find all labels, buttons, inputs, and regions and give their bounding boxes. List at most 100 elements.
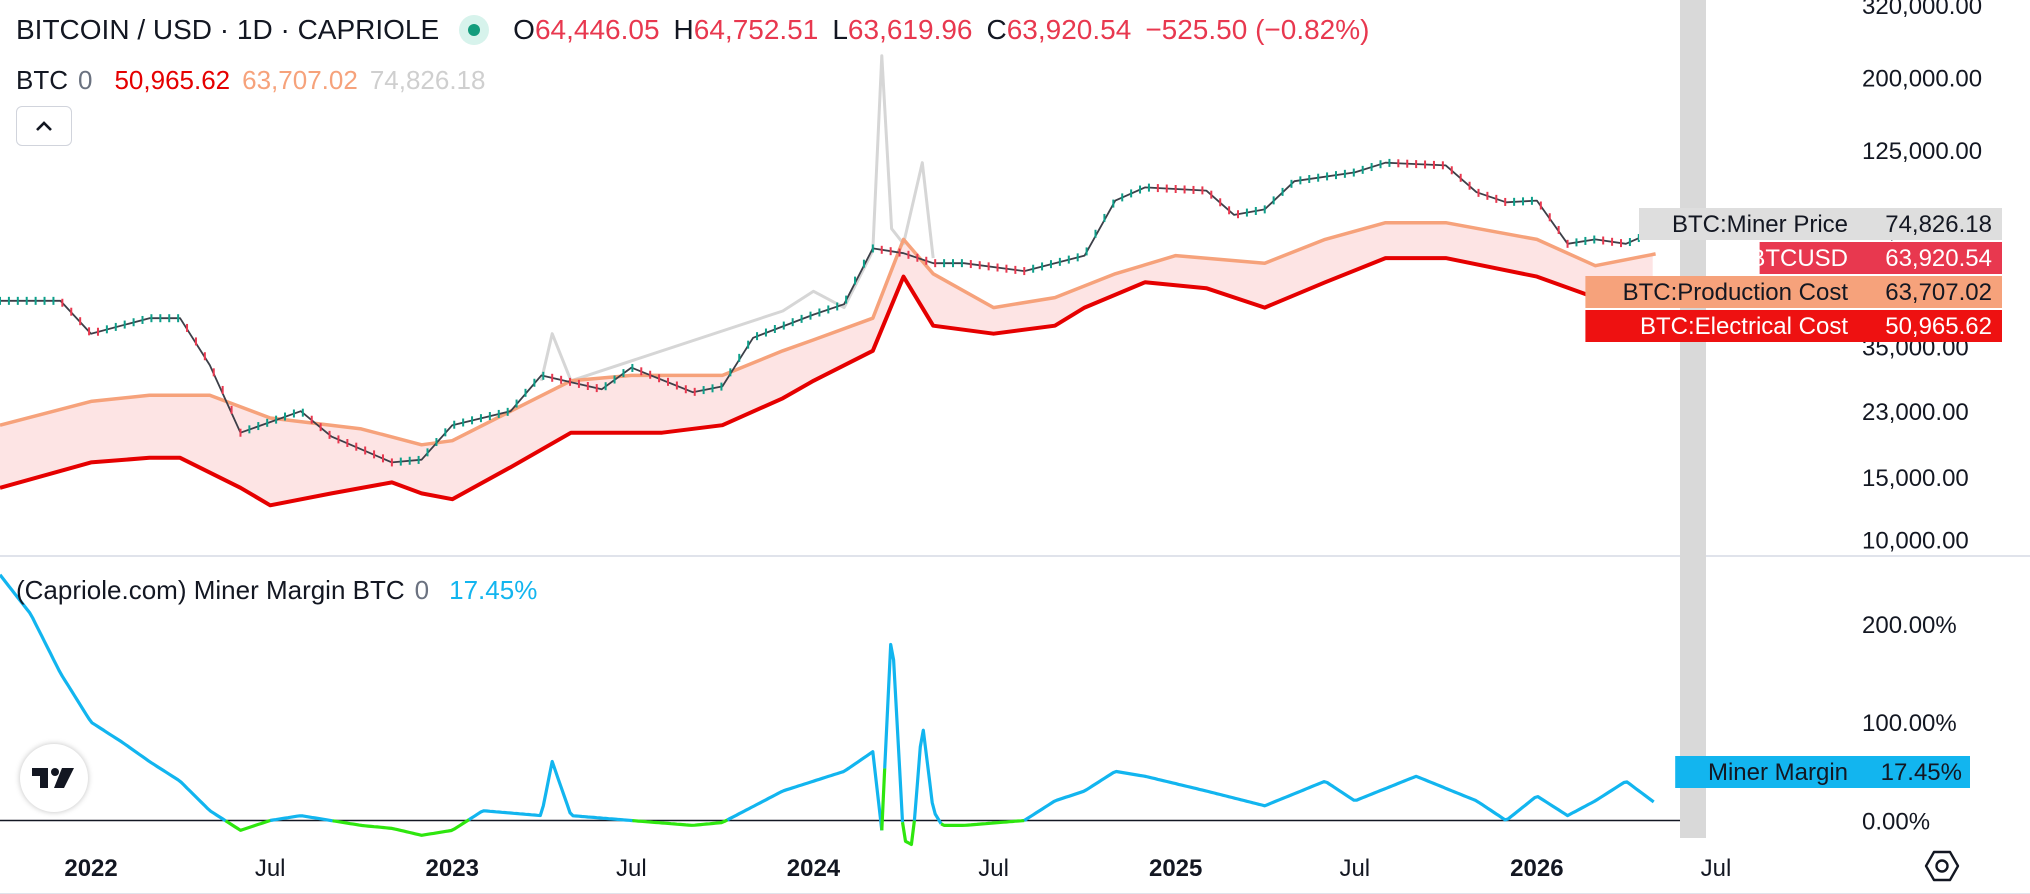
btc-legend-miner-price: 74,826.18 [369,64,486,95]
margin-axis-tick-label: 0.00% [1862,809,1930,836]
btc-legend-zero: 0 [78,64,93,95]
price-axis-tick-label: 10,000.00 [1862,528,1969,555]
chevron-up-icon [36,121,52,131]
tradingview-logo-icon [32,768,74,788]
ohlc-close-value: 63,920.54 [1006,14,1132,45]
series-name-text: BTC:Electrical Cost [1640,313,1848,340]
electrical-cost-line [0,256,1656,508]
margin-axis-tick-label: 100.00% [1862,710,1957,737]
margin-legend-value: 17.45% [449,574,538,605]
margin-positive-segment [468,759,633,823]
ohlc-open-value: 64,446.05 [534,14,660,45]
time-axis-tick-label: 2022 [64,855,117,882]
margin-negative-segment [880,768,887,831]
margin-legend-zero: 0 [414,574,430,605]
time-axis-tick-label: 2025 [1149,855,1202,882]
series-value-tag [1856,242,2002,274]
time-axis-tick-label: Jul [255,855,286,882]
btc-legend-production: 63,707.02 [242,64,358,95]
margin-negative-segment [224,818,271,832]
margin-name-tag [1675,756,1856,788]
ohlc-close-label: C [986,14,1007,45]
last-value-label: BTC:Production Cost 63,707.02 [1585,276,2002,308]
margin-positive-segment [912,728,943,825]
margin-negative-segment [632,818,729,827]
market-status-icon [459,15,490,45]
margin-last-value-label: Miner Margin 17.45% [1675,756,1970,788]
ohlc-change-value: −525.50 (−0.82%) [1145,14,1370,45]
ohlc-low-label: L [832,14,848,45]
collapse-legend-button[interactable] [16,106,72,146]
series-value-tag [1856,208,2002,240]
ohlc-low-value: 63,619.96 [847,14,973,45]
margin-value-tag [1856,756,1970,788]
tradingview-logo[interactable] [20,744,88,812]
margin-positive-segment [883,642,905,823]
symbol-title: BITCOIN / USD · 1D · CAPRIOLE [16,14,440,45]
margin-negative-segment [332,818,470,837]
miner-price-series [539,54,935,383]
margin-y-axis: 200.00% 100.00% 0.00% [1862,612,1957,836]
margin-negative-segment [940,818,1025,828]
time-axis-tick-label: 2026 [1510,855,1563,882]
btc-legend-electrical: 50,965.62 [114,64,231,95]
btc-legend-name: BTC [16,64,68,95]
btcusd-price-line [0,161,1656,464]
time-axis-tick-label: Jul [1339,855,1370,882]
series-name-tag [1585,310,1856,342]
series-value-tag [1856,276,2002,308]
margin-series [0,573,1680,847]
gear-icon[interactable] [1924,848,1960,884]
price-axis-tick-label: 200,000.00 [1862,65,1982,92]
price-y-axis: 320,000.00200,000.00125,000.0075,000.005… [1862,0,1982,555]
margin-indicator-legend[interactable]: (Capriole.com) Miner Margin BTC 0 17.45% [16,572,537,608]
cost-band-fill [0,222,1653,505]
price-axis-tick-label: 320,000.00 [1862,0,1982,20]
time-axis-tick-label: Jul [616,855,647,882]
series-name-tag [1759,242,1856,274]
series-value-text: 74,826.18 [1885,211,1992,238]
btcusd-candles [0,158,1656,467]
miner-price-line [539,54,935,383]
time-axis-tick-label: 2023 [426,855,479,882]
margin-value-text: 17.45% [1881,759,1962,786]
series-name-text: BTC:Miner Price [1672,211,1848,238]
band-fill [0,222,1653,505]
last-value-label: BTCUSD 63,920.54 [1749,242,2002,274]
btc-indicator-legend[interactable]: BTC 0 50,965.62 63,707.02 74,826.18 [16,62,485,98]
margin-axis-tick-label: 200.00% [1862,612,1957,639]
margin-name-text: Miner Margin [1708,759,1848,786]
margin-positive-segment [726,750,884,831]
price-axis-tick-label: 125,000.00 [1862,138,1982,165]
margin-positive-segment [1023,769,1655,822]
electrical-cost-series [0,256,1656,508]
series-value-text: 63,707.02 [1885,279,1992,306]
series-value-text: 50,965.62 [1885,313,1992,340]
margin-positive-segment [0,573,227,823]
series-value-text: 63,920.54 [1885,245,1992,272]
series-name-text: BTCUSD [1749,245,1848,272]
symbol-legend[interactable]: BITCOIN / USD · 1D · CAPRIOLE O 64,446.0… [16,12,1369,48]
ohlc-high-label: H [673,14,694,45]
time-axis-tick-label: 2024 [787,855,841,882]
last-value-label: BTC:Electrical Cost 50,965.62 [1585,310,2002,342]
ohlc-high-value: 64,752.51 [693,14,819,45]
price-axis-tick-label: 23,000.00 [1862,399,1969,426]
series-name-text: BTC:Production Cost [1623,279,1849,306]
ohlc-open-label: O [513,14,535,45]
current-bar-highlight [1680,0,1706,838]
series-name-tag [1585,276,1856,308]
margin-negative-segment [900,820,916,847]
time-x-axis: 2022 Jul 2023 Jul 2024 Jul 2025 Jul 2026 Jul [64,855,1731,882]
margin-legend-name: (Capriole.com) Miner Margin BTC [16,574,405,605]
series-name-tag [1639,208,1856,240]
series-value-tag [1856,310,2002,342]
last-value-label: BTC:Miner Price 74,826.18 [1639,208,2002,240]
margin-positive-segment [269,814,333,823]
time-axis-tick-label: Jul [1701,855,1732,882]
price-axis-tick-label: 15,000.00 [1862,465,1969,492]
time-axis-tick-label: Jul [978,855,1009,882]
